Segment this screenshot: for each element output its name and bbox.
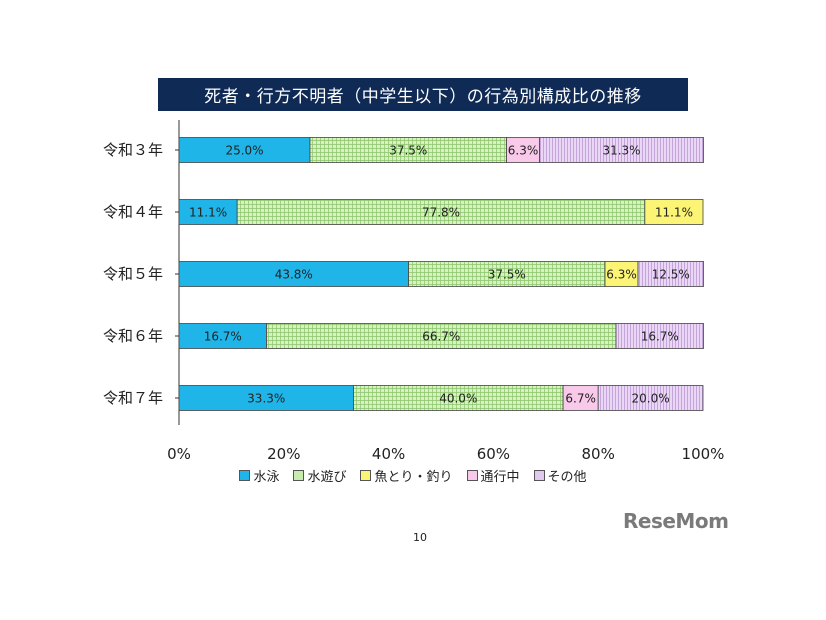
bar-segment <box>178 199 238 225</box>
bar-segment <box>178 323 267 349</box>
data-label: 37.5% <box>488 268 526 282</box>
data-label: 6.7% <box>565 392 596 406</box>
legend-swatch <box>293 470 305 481</box>
data-label: 40.0% <box>439 392 477 406</box>
legend-label: その他 <box>547 470 587 485</box>
x-tick-label: 0% <box>167 445 191 463</box>
data-label: 25.0% <box>225 144 263 158</box>
data-label: 16.7% <box>641 330 679 344</box>
data-label: 43.8% <box>275 268 313 282</box>
legend-label: 魚とり・釣り <box>374 470 453 485</box>
x-tick-label: 60% <box>477 445 510 463</box>
data-label: 6.3% <box>606 268 637 282</box>
chart-title: 死者・行方不明者（中学生以下）の行為別構成比の推移 <box>158 78 688 111</box>
bar-segment <box>266 323 617 349</box>
data-label: 31.3% <box>602 144 640 158</box>
legend-label: 水遊び <box>307 470 347 485</box>
legend-label: 通行中 <box>480 470 520 485</box>
page-number: 10 <box>413 531 427 544</box>
x-tick-label: 20% <box>267 445 300 463</box>
data-label: 12.5% <box>652 268 690 282</box>
resemom-logo: ReseMom <box>623 509 729 533</box>
legend-label: 水泳 <box>253 470 280 485</box>
category-label: 令和５年 <box>103 265 163 283</box>
bar-segment <box>615 323 704 349</box>
category-label: 令和３年 <box>103 141 163 159</box>
bar-segment <box>178 385 354 411</box>
bar-segment <box>353 385 564 411</box>
x-tick-label: 80% <box>582 445 615 463</box>
legend-swatch <box>466 470 478 481</box>
legend: 水泳 水遊び 魚とり・釣り 通行中 その他 <box>0 466 826 485</box>
data-label: 37.5% <box>389 144 427 158</box>
legend-item: 通行中 <box>466 466 520 485</box>
bar-segment <box>309 137 507 163</box>
data-label: 11.1% <box>189 206 227 220</box>
bar-segment <box>637 261 704 287</box>
legend-item: 水遊び <box>293 466 346 485</box>
category-label: 令和６年 <box>103 327 163 345</box>
legend-swatch <box>239 470 251 481</box>
data-label: 33.3% <box>247 392 285 406</box>
legend-swatch <box>533 470 545 481</box>
bar-segment <box>408 261 606 287</box>
bar-segment <box>178 261 409 287</box>
data-label: 11.1% <box>655 206 693 220</box>
x-tick-label: 100% <box>682 445 725 463</box>
data-label: 66.7% <box>422 330 460 344</box>
x-tick-label: 40% <box>372 445 405 463</box>
data-label: 6.3% <box>508 144 539 158</box>
category-label: 令和４年 <box>103 203 163 221</box>
bar-segment <box>597 385 704 411</box>
bar-segment <box>644 199 704 225</box>
bar-segment <box>506 137 540 163</box>
category-label: 令和７年 <box>103 389 163 407</box>
legend-item: 水泳 <box>239 466 279 485</box>
data-label: 16.7% <box>204 330 242 344</box>
legend-item: その他 <box>533 466 587 485</box>
data-label: 77.8% <box>422 206 460 220</box>
bar-segment <box>539 137 704 163</box>
legend-item: 魚とり・釣り <box>360 466 453 485</box>
bar-segment <box>604 261 639 287</box>
bar-segment <box>236 199 646 225</box>
data-label: 20.0% <box>632 392 670 406</box>
bar-segment <box>562 385 599 411</box>
legend-swatch <box>360 470 372 481</box>
